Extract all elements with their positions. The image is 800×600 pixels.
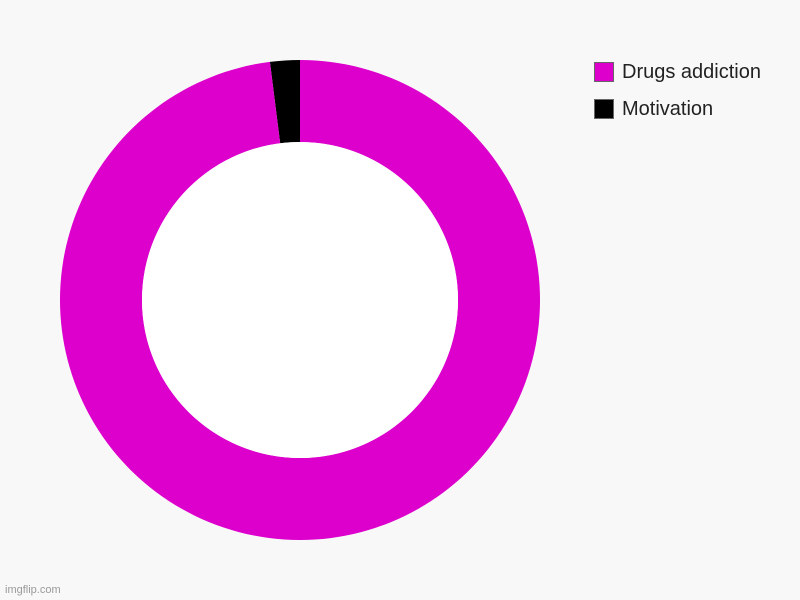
legend-label: Drugs addiction	[622, 60, 761, 83]
legend-swatch-drugs-addiction	[594, 62, 614, 82]
slice-drugs-addiction	[60, 60, 541, 540]
legend-item-drugs-addiction: Drugs addiction	[594, 60, 761, 84]
watermark: imgflip.com	[5, 584, 61, 596]
slice-motivation	[269, 60, 300, 144]
legend-label: Motivation	[622, 97, 714, 120]
donut-hole	[142, 142, 458, 458]
legend-swatch-motivation	[594, 99, 614, 119]
legend-item-motivation: Motivation	[594, 97, 761, 121]
legend: Drugs addiction Motivation	[594, 60, 761, 134]
